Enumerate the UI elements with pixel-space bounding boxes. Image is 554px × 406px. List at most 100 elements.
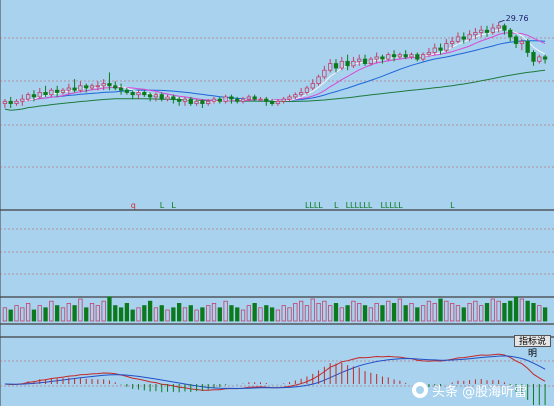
candle-body: [25, 94, 31, 100]
signal-label: LLLLLL: [346, 201, 373, 210]
volume-bar: [484, 302, 490, 322]
volume-bar: [118, 307, 124, 322]
candle-body: [461, 36, 466, 40]
signal-label: L: [334, 201, 339, 210]
signal-label: L: [171, 201, 176, 210]
signal-label: L: [450, 201, 455, 210]
volume-bar: [380, 305, 385, 322]
volume-bar: [357, 302, 362, 322]
volume-bar: [194, 309, 199, 322]
candle-body: [269, 100, 275, 104]
candle-body: [333, 63, 339, 69]
volume-bar: [165, 309, 170, 322]
candle-body: [455, 36, 461, 42]
volume-bar: [55, 305, 60, 322]
candle-body: [513, 36, 519, 44]
candle-body: [380, 56, 385, 60]
candle-body: [101, 83, 106, 87]
candle-body: [432, 47, 437, 53]
volume-bar: [391, 302, 397, 322]
candle-body: [177, 98, 182, 102]
candle-body: [351, 60, 356, 67]
signal-label: LLLLL: [380, 201, 403, 210]
volume-bar: [206, 305, 211, 322]
volume-bar: [177, 302, 182, 322]
volume-bar: [2, 307, 8, 322]
candle-body: [240, 98, 246, 102]
signal-label: LLLL: [305, 201, 323, 210]
volume-bar: [275, 309, 281, 322]
volume-bar: [113, 305, 118, 322]
candle-body: [200, 100, 205, 104]
candle-body: [130, 92, 135, 96]
ma10-line: [4, 32, 546, 103]
indicator-help-button[interactable]: 指标说明: [514, 335, 551, 359]
volume-bar: [136, 307, 141, 322]
candle-body: [258, 98, 263, 101]
volume-bar: [386, 300, 391, 322]
volume-bar: [211, 302, 217, 322]
volume-bar: [351, 300, 356, 322]
volume-bar: [368, 307, 373, 322]
volume-bar: [502, 302, 507, 322]
volume-bar: [153, 307, 159, 322]
volume-bar: [31, 309, 37, 322]
candle-body: [304, 87, 310, 93]
volume-bar: [159, 305, 164, 322]
candle-body: [37, 92, 42, 98]
candle-body: [374, 56, 379, 60]
volume-bar: [444, 300, 449, 322]
volume-bar: [258, 307, 263, 322]
candle-body: [525, 40, 530, 53]
volume-bar: [508, 300, 513, 322]
volume-bar: [293, 302, 298, 322]
candle-body: [479, 29, 484, 33]
volume-bar: [374, 302, 379, 322]
volume-bar: [124, 302, 130, 322]
candle-body: [386, 54, 391, 60]
candle-body: [124, 89, 130, 93]
candle-body: [72, 87, 77, 91]
volume-bar: [89, 302, 95, 322]
volume-bar: [450, 302, 455, 322]
volume-bar: [432, 302, 437, 322]
volume-bar: [304, 305, 310, 322]
volume-bar: [455, 305, 461, 322]
candle-body: [450, 40, 455, 44]
candle-body: [339, 60, 344, 69]
volume-bar: [403, 305, 408, 322]
volume-bar: [333, 302, 339, 322]
candle-body: [95, 85, 100, 88]
volume-bar: [49, 300, 54, 322]
candle-body: [298, 92, 304, 96]
candle-body: [438, 47, 443, 51]
candle-body: [206, 100, 211, 104]
candle-body: [293, 94, 298, 98]
high-price-label: 29.76: [506, 14, 529, 23]
candle-body: [159, 94, 164, 100]
volume-bar: [25, 302, 31, 322]
candle-body: [415, 54, 420, 60]
candle-body: [188, 98, 193, 104]
signal-label: L: [160, 201, 165, 210]
volume-bar: [171, 307, 176, 322]
toutiao-logo-icon: [412, 382, 428, 398]
volume-bar: [72, 305, 77, 322]
volume-bar: [60, 307, 66, 322]
volume-bar: [525, 300, 530, 322]
candle-body: [246, 96, 252, 100]
candle-body: [368, 58, 373, 64]
volume-bar: [438, 298, 443, 322]
watermark-text: 头条 @股海听雷: [432, 384, 528, 400]
volume-bar: [328, 305, 333, 322]
volume-bar: [246, 305, 252, 322]
candle-body: [467, 34, 472, 40]
volume-bar: [537, 305, 542, 322]
watermark: 头条 @股海听雷: [412, 380, 527, 400]
volume-bar: [264, 305, 269, 322]
candle-body: [49, 89, 54, 96]
candle-body: [264, 98, 269, 102]
candle-body: [444, 43, 449, 51]
volume-bar: [240, 309, 246, 322]
